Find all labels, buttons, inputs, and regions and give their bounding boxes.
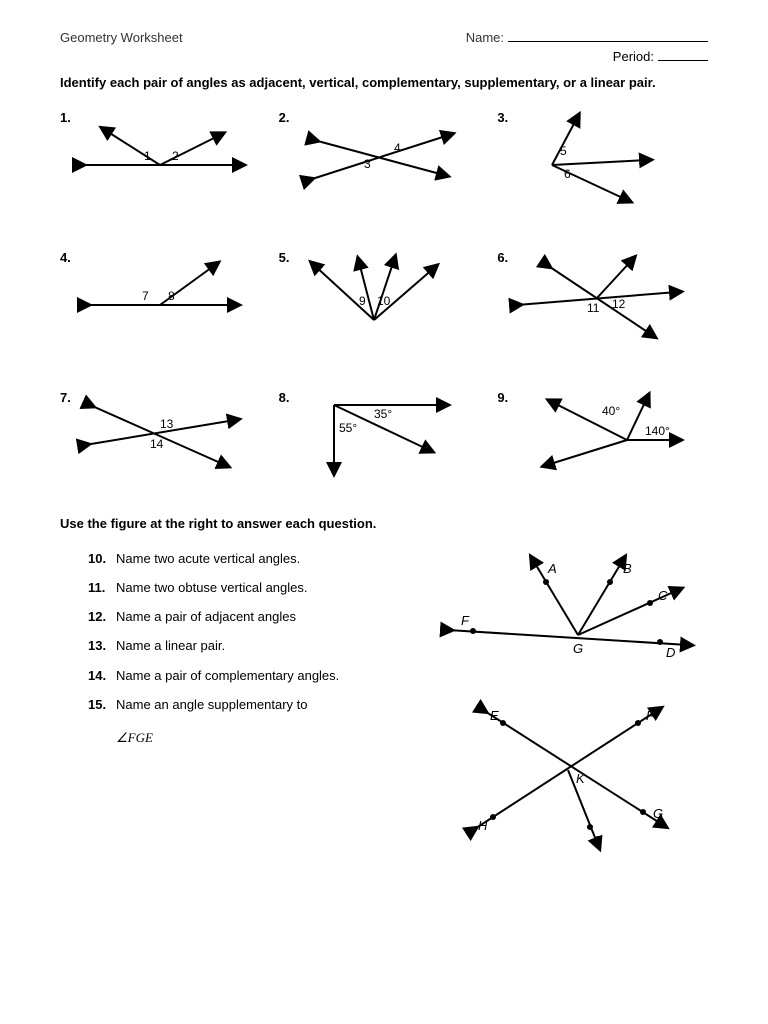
- angle-label: 12: [612, 297, 626, 311]
- angle-label: 5: [560, 144, 567, 158]
- point-label: H: [478, 818, 488, 833]
- problem-7: 7. 13 14: [60, 390, 271, 480]
- point-label: C: [658, 588, 668, 603]
- diagram-9: 40° 140°: [497, 390, 697, 480]
- angle-label: 4: [394, 141, 401, 155]
- angle-label: 35°: [374, 407, 392, 421]
- questions-column: 10.Name two acute vertical angles. 11.Na…: [60, 545, 428, 752]
- question-12: 12.Name a pair of adjacent angles: [88, 603, 428, 630]
- worksheet-title: Geometry Worksheet: [60, 30, 183, 45]
- angle-label: 9: [359, 294, 366, 308]
- point-label: B: [623, 561, 632, 576]
- problem-2: 2. 3 4: [279, 110, 490, 210]
- diagram-3: 5 6: [497, 110, 697, 210]
- question-13: 13.Name a linear pair.: [88, 632, 428, 659]
- point-label: G: [653, 806, 663, 821]
- period-row: Period:: [60, 49, 708, 64]
- angle-label: 14: [150, 437, 164, 451]
- angle-label: 13: [160, 417, 174, 431]
- angle-expression: ∠FGE: [88, 724, 428, 751]
- problem-3: 3. 5 6: [497, 110, 708, 210]
- diagram-8: 55° 35°: [279, 390, 479, 480]
- problem-9: 9. 40° 140°: [497, 390, 708, 480]
- point-label: F: [461, 613, 470, 628]
- diagram-6: 11 12: [497, 250, 697, 350]
- angle-label: 40°: [602, 404, 620, 418]
- angle-label: 6: [564, 167, 571, 181]
- problem-grid: 1. 1 2 2. 3 4 3.: [60, 110, 708, 480]
- diagram-2: 3 4: [279, 110, 479, 200]
- problem-6: 6. 11 12: [497, 250, 708, 350]
- question-11: 11.Name two obtuse vertical angles.: [88, 574, 428, 601]
- point-label: D: [666, 645, 675, 660]
- angle-label: 140°: [645, 424, 670, 438]
- point-label: A: [547, 561, 557, 576]
- bottom-section: 10.Name two acute vertical angles. 11.Na…: [60, 545, 708, 855]
- point-label: K: [576, 771, 586, 786]
- question-15: 15.Name an angle supplementary to: [88, 691, 428, 718]
- question-10: 10.Name two acute vertical angles.: [88, 545, 428, 572]
- question-14: 14.Name a pair of complementary angles.: [88, 662, 428, 689]
- problem-5: 5. 9 10: [279, 250, 490, 350]
- problem-4: 4. 7 8: [60, 250, 271, 350]
- problem-8: 8. 55° 35°: [279, 390, 490, 480]
- figure-bottom: E F G H J K: [428, 685, 708, 855]
- diagram-4: 7 8: [60, 250, 260, 330]
- point-label: F: [646, 708, 655, 723]
- angle-label: 55°: [339, 421, 357, 435]
- point-label: G: [573, 641, 583, 656]
- figure-top: A B C D F G: [428, 545, 708, 685]
- angle-label: 1: [144, 149, 151, 163]
- angle-label: 3: [364, 157, 371, 171]
- point-label: J: [592, 833, 600, 848]
- instructions-2: Use the figure at the right to answer ea…: [60, 516, 708, 531]
- diagram-1: 1 2: [60, 110, 260, 200]
- angle-label: 7: [142, 289, 149, 303]
- diagram-7: 13 14: [60, 390, 260, 480]
- angle-label: 2: [172, 149, 179, 163]
- point-label: E: [490, 708, 499, 723]
- angle-label: 10: [377, 294, 391, 308]
- figures-column: A B C D F G E F G H: [428, 545, 708, 855]
- header-row: Geometry Worksheet Name:: [60, 30, 708, 45]
- name-field: Name:: [466, 30, 708, 45]
- worksheet-page: Geometry Worksheet Name: Period: Identif…: [0, 0, 768, 1024]
- angle-label: 11: [587, 301, 600, 315]
- problem-1: 1. 1 2: [60, 110, 271, 210]
- angle-label: 8: [168, 289, 175, 303]
- diagram-5: 9 10: [279, 250, 479, 340]
- instructions-1: Identify each pair of angles as adjacent…: [60, 74, 708, 92]
